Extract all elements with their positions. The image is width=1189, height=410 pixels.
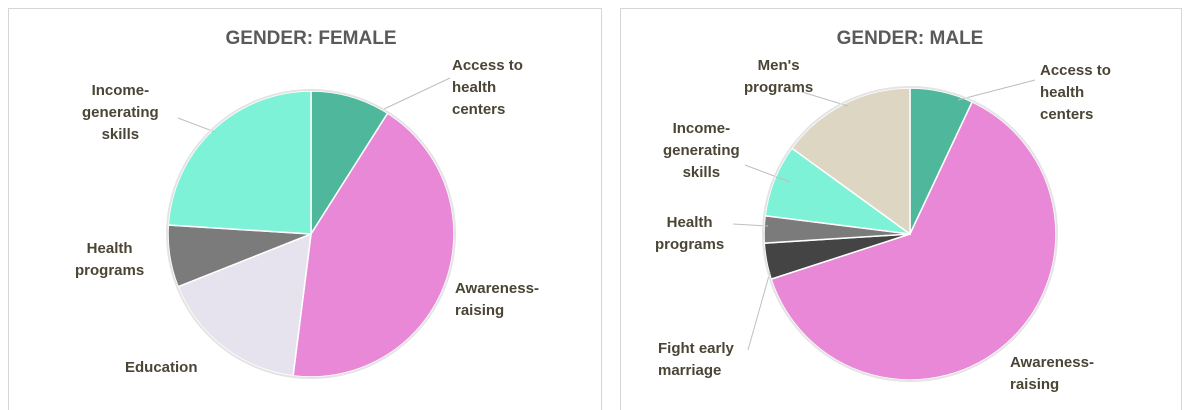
pie-slice bbox=[167, 90, 312, 235]
slice-label: Education bbox=[125, 359, 198, 376]
panel bbox=[620, 8, 1182, 410]
pie-slice bbox=[770, 100, 1057, 381]
slice-label: Income- generating skills bbox=[663, 120, 740, 181]
leader-line bbox=[177, 117, 216, 133]
slice-label: Awareness- raising bbox=[1010, 354, 1094, 393]
pie-slice bbox=[310, 90, 389, 237]
leader-line bbox=[747, 271, 771, 351]
leader-line bbox=[381, 77, 451, 111]
leader-line bbox=[744, 164, 791, 183]
chart-title: GENDER: FEMALE bbox=[225, 28, 397, 49]
pie-outline bbox=[166, 89, 456, 379]
slice-label: Income- generating skills bbox=[82, 82, 159, 143]
slice-label: Access to health centers bbox=[1040, 62, 1111, 123]
slice-label: Access to health centers bbox=[452, 57, 523, 118]
slice-label: Awareness- raising bbox=[455, 280, 539, 319]
pie-outline bbox=[762, 86, 1058, 382]
panel bbox=[8, 8, 602, 410]
pie-slice bbox=[790, 87, 911, 236]
chart-title: GENDER: MALE bbox=[836, 28, 984, 49]
slice-label: Health programs bbox=[655, 214, 725, 253]
slice-label: Men's programs bbox=[744, 57, 814, 96]
slice-label: Health programs bbox=[75, 240, 145, 279]
pie-slice bbox=[177, 232, 312, 377]
leader-line bbox=[732, 223, 769, 227]
pie-slice bbox=[292, 112, 455, 378]
slice-label: Fight early marriage bbox=[658, 340, 734, 379]
leader-line bbox=[957, 79, 1036, 101]
